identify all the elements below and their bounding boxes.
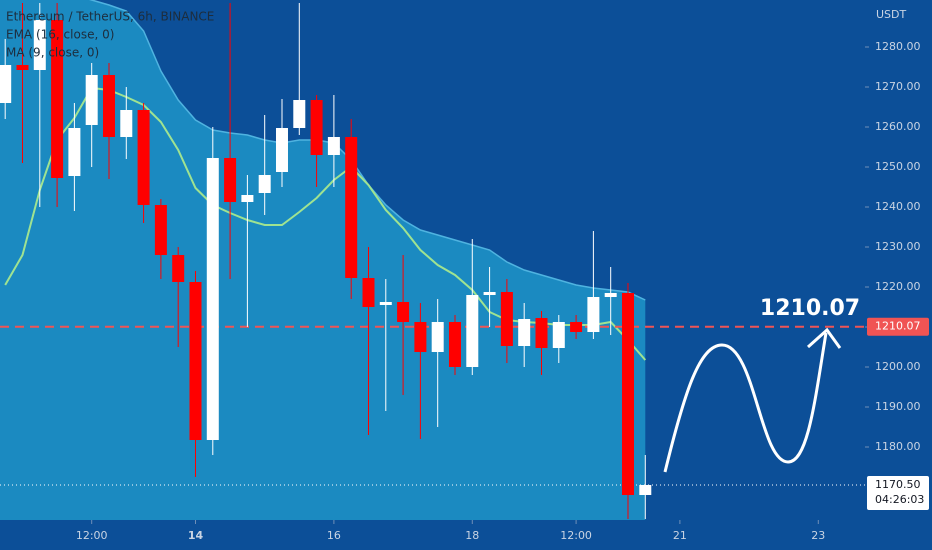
candle-body bbox=[51, 20, 64, 178]
y-axis-label: USDT bbox=[876, 8, 907, 21]
candle-body bbox=[639, 485, 652, 495]
price-label: 1210.07 bbox=[875, 320, 921, 333]
area-line bbox=[88, 0, 646, 301]
candle-body bbox=[33, 20, 46, 70]
candle-body bbox=[500, 292, 513, 346]
annotation: 1210.07 bbox=[760, 296, 860, 321]
candle-body bbox=[154, 205, 167, 255]
x-tick-label: 21 bbox=[673, 529, 687, 542]
candle-body bbox=[293, 100, 306, 128]
y-tick-label: 1280.00 bbox=[875, 40, 921, 53]
candle-body bbox=[258, 175, 271, 193]
y-tick-label: 1230.00 bbox=[875, 240, 921, 253]
candle-body bbox=[466, 295, 479, 367]
legend-entry: MA (9, close, 0) bbox=[6, 46, 99, 60]
candle-body bbox=[483, 292, 496, 295]
candle-body bbox=[275, 128, 288, 172]
candle-body bbox=[189, 282, 202, 440]
candle-body bbox=[68, 128, 81, 176]
candle-body bbox=[327, 137, 340, 155]
price-label-box bbox=[867, 317, 929, 336]
candle-body bbox=[570, 322, 583, 332]
candle-body bbox=[102, 75, 115, 137]
y-tick-label: 1190.00 bbox=[875, 400, 921, 413]
x-tick-label: 14 bbox=[188, 529, 204, 542]
candle-body bbox=[241, 195, 254, 202]
candle-body bbox=[120, 110, 133, 137]
candle-body bbox=[137, 110, 150, 205]
candle-body bbox=[552, 322, 565, 348]
candle-body bbox=[16, 65, 29, 70]
price-label-box bbox=[867, 476, 929, 510]
candle-body bbox=[587, 297, 600, 332]
x-tick-label: 16 bbox=[327, 529, 341, 542]
area-fill bbox=[0, 0, 646, 520]
x-tick-label: 18 bbox=[465, 529, 479, 542]
candle-body bbox=[0, 65, 12, 103]
candle-body bbox=[431, 322, 444, 352]
candle-body bbox=[310, 100, 323, 155]
candle-body bbox=[535, 318, 548, 348]
y-tick-label: 1270.00 bbox=[875, 80, 921, 93]
price-label: 1170.50 bbox=[875, 478, 921, 491]
candle-body bbox=[604, 293, 617, 297]
candle-body bbox=[448, 322, 461, 367]
y-tick-label: 1240.00 bbox=[875, 200, 921, 213]
arrow-head bbox=[806, 327, 842, 349]
candle-body bbox=[621, 293, 634, 495]
countdown-label: 04:26:03 bbox=[875, 493, 924, 506]
candle-body bbox=[518, 319, 531, 346]
legend-entry: EMA (16, close, 0) bbox=[6, 28, 114, 42]
y-tick-label: 1220.00 bbox=[875, 280, 921, 293]
candle-body bbox=[397, 302, 410, 322]
x-tick-label: 12:00 bbox=[76, 529, 108, 542]
forecast-arrow bbox=[663, 332, 828, 473]
candle-body bbox=[414, 322, 427, 352]
candle-body bbox=[85, 75, 98, 125]
candle-body bbox=[206, 158, 219, 440]
plot bbox=[0, 0, 865, 520]
y-tick-label: 1250.00 bbox=[875, 160, 921, 173]
candle-body bbox=[172, 255, 185, 282]
chart-title: Ethereum / TetherUS, 6h, BINANCE bbox=[6, 10, 214, 24]
x-tick-label: 12:00 bbox=[560, 529, 592, 542]
candle-body bbox=[379, 302, 392, 305]
candle-body bbox=[345, 137, 358, 278]
x-tick-label: 23 bbox=[811, 529, 825, 542]
candle-body bbox=[362, 278, 375, 307]
y-tick-label: 1180.00 bbox=[875, 440, 921, 453]
y-tick-label: 1260.00 bbox=[875, 120, 921, 133]
y-tick-label: 1200.00 bbox=[875, 360, 921, 373]
candle-body bbox=[224, 158, 237, 202]
axes: 1180.001190.001200.001210.001220.001230.… bbox=[76, 40, 929, 542]
